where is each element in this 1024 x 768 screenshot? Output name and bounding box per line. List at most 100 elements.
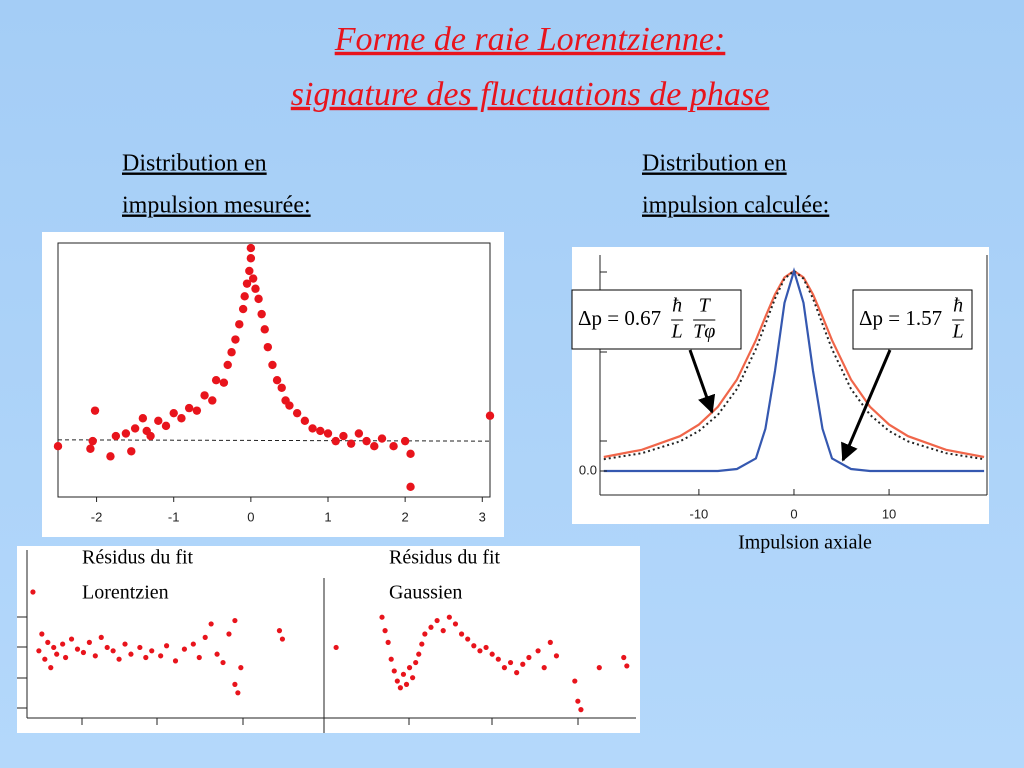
x-tick-label: 0 (790, 506, 797, 521)
data-point (128, 651, 134, 657)
arrow (688, 349, 716, 414)
data-point (74, 646, 81, 652)
data-point (219, 378, 229, 387)
data-point (177, 414, 186, 423)
data-point (39, 631, 45, 637)
data-point (227, 348, 236, 357)
data-point (391, 668, 397, 674)
fraction-den: Tφ (693, 321, 715, 343)
data-point (104, 644, 110, 651)
data-point (397, 685, 403, 691)
annotation-text: Δp = 1.57 (859, 306, 942, 330)
data-point (333, 644, 339, 651)
data-point (184, 403, 194, 413)
data-point (130, 424, 140, 433)
data-point (232, 617, 238, 624)
data-point (163, 643, 170, 649)
data-point (36, 648, 42, 654)
data-point (406, 482, 415, 492)
data-point (316, 426, 325, 436)
data-point (169, 408, 178, 418)
data-point (382, 628, 388, 634)
data-point (489, 651, 495, 657)
data-point (520, 661, 526, 667)
data-point (161, 421, 171, 431)
fraction-num: ħ (953, 295, 963, 317)
data-point (51, 644, 57, 651)
x-tick-label: 2 (402, 509, 409, 524)
data-point (308, 424, 317, 433)
data-point (483, 644, 489, 651)
data-point (331, 436, 340, 446)
data-point (446, 614, 452, 620)
data-point (263, 342, 273, 352)
x-tick-label: -2 (91, 509, 103, 524)
data-point (501, 665, 508, 671)
data-point (106, 452, 115, 461)
data-point (172, 658, 179, 664)
data-point (181, 646, 188, 652)
x-tick-label: 10 (882, 506, 896, 521)
data-point (30, 589, 36, 595)
data-point (232, 681, 238, 688)
data-point (377, 434, 387, 443)
data-point (400, 671, 407, 677)
data-point (257, 309, 266, 319)
data-point (86, 639, 92, 646)
data-point (220, 659, 226, 666)
data-point (158, 653, 164, 659)
data-point (192, 406, 202, 415)
x-tick-label: 0 (247, 509, 254, 524)
x-tick-label: 1 (324, 509, 331, 524)
data-point (452, 621, 459, 627)
fraction-den: L (671, 321, 683, 343)
data-point (485, 411, 495, 420)
data-point (254, 294, 263, 304)
data-point (196, 654, 202, 661)
fit-line (57, 439, 491, 442)
data-point (413, 659, 419, 666)
data-point (127, 447, 136, 456)
data-point (92, 653, 98, 659)
data-point (235, 320, 244, 329)
data-point (202, 634, 208, 640)
data-point (422, 631, 428, 637)
data-point (419, 641, 425, 647)
fraction-num: T (699, 295, 712, 317)
data-point (596, 665, 602, 671)
heading: impulsion calculée: (642, 193, 829, 219)
data-point (285, 401, 294, 410)
data-point (48, 665, 54, 671)
data-point (248, 274, 258, 283)
data-point (190, 641, 196, 647)
chart-panel (42, 232, 504, 537)
data-point (458, 631, 465, 637)
data-point (346, 439, 356, 448)
data-point (245, 266, 254, 276)
data-point (143, 654, 149, 661)
data-point (379, 614, 385, 620)
data-point (214, 651, 220, 657)
data-point (495, 656, 501, 662)
heading: Distribution en (122, 151, 267, 177)
data-point (226, 631, 232, 637)
arrow (841, 349, 892, 462)
data-point (246, 243, 256, 253)
data-point (362, 436, 371, 446)
data-point (578, 707, 584, 713)
data-point (111, 431, 121, 441)
data-point (434, 617, 440, 624)
data-point (54, 651, 60, 657)
data-point (80, 649, 87, 656)
data-point (211, 375, 221, 385)
x-tick-label: 3 (479, 509, 486, 524)
data-point (260, 325, 269, 334)
data-point (137, 644, 143, 651)
x-tick-label: -10 (689, 506, 708, 521)
data-point (277, 383, 286, 392)
annotation-text: Δp = 0.67 (578, 306, 661, 330)
data-point (400, 436, 410, 446)
data-point (240, 292, 249, 301)
